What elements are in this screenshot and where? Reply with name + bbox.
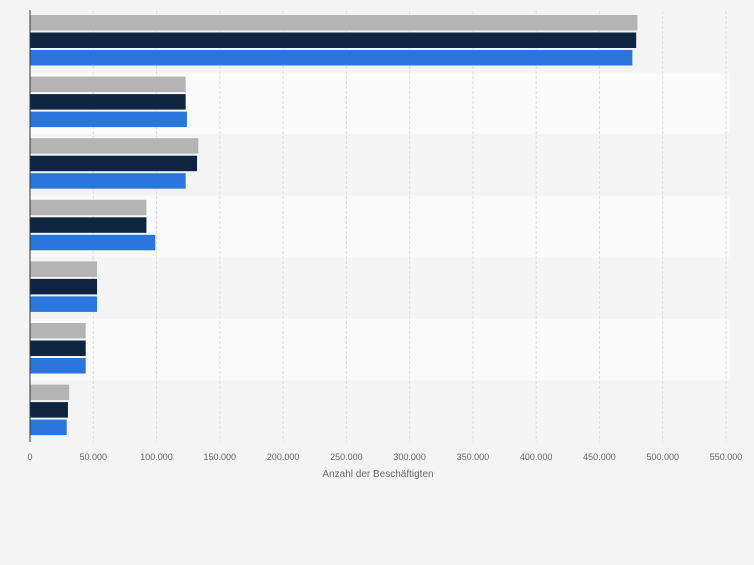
x-tick-label: 0	[27, 452, 32, 462]
bar	[30, 217, 147, 233]
bar	[30, 32, 637, 48]
x-tick-label: 200.000	[267, 452, 300, 462]
row-band	[30, 380, 730, 443]
x-tick-label: 350.000	[457, 452, 490, 462]
bar	[30, 94, 186, 110]
x-tick-label: 450.000	[583, 452, 616, 462]
x-tick-label: 500.000	[646, 452, 679, 462]
x-tick-label: 100.000	[140, 452, 173, 462]
row-band	[30, 319, 730, 381]
bar	[30, 155, 198, 172]
x-tick-label: 250.000	[330, 452, 363, 462]
bar	[30, 76, 186, 93]
bar	[30, 173, 186, 189]
bar	[30, 199, 147, 216]
bar	[30, 138, 199, 154]
bar	[30, 111, 187, 128]
x-tick-label: 550.000	[710, 452, 743, 462]
bar	[30, 384, 70, 401]
bar	[30, 296, 98, 312]
bars	[30, 15, 638, 436]
bar	[30, 358, 86, 374]
bar	[30, 419, 67, 436]
x-tick-label: 400.000	[520, 452, 553, 462]
bar	[30, 278, 98, 295]
x-tick-labels: 0 50.000 100.000 150.000 200.000 250.000 300.0…	[27, 452, 742, 462]
bar	[30, 15, 638, 31]
x-tick-label: 300.000	[393, 452, 426, 462]
bar	[30, 402, 68, 418]
x-axis-title: Anzahl der Beschäftigten	[322, 469, 433, 480]
bar	[30, 340, 86, 356]
row-band	[30, 257, 730, 319]
bar	[30, 261, 98, 277]
bar	[30, 50, 633, 66]
bar	[30, 323, 86, 339]
x-tick-label: 150.000	[204, 452, 237, 462]
row-bands	[30, 11, 730, 443]
bar	[30, 234, 156, 251]
x-tick-label: 50.000	[80, 452, 108, 462]
